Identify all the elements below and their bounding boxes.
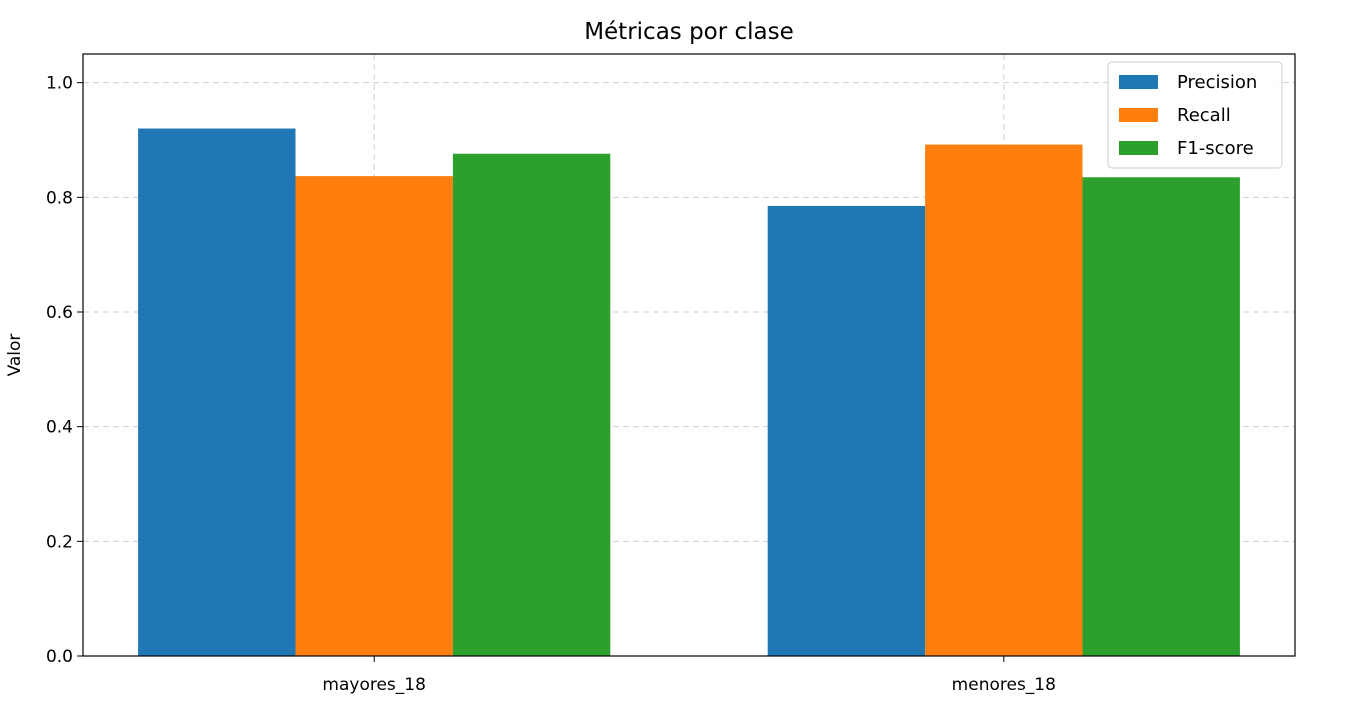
y-tick-label: 0.2	[46, 532, 73, 552]
bar-recall-menores_18	[925, 144, 1083, 656]
bar-precision-mayores_18	[138, 128, 296, 657]
y-tick-label: 0.6	[46, 303, 73, 323]
bars	[138, 128, 1240, 657]
plot-frame	[82, 53, 1296, 657]
bar-recall-mayores_18	[295, 176, 453, 656]
legend-swatch	[1119, 108, 1158, 122]
x-tick-label: menores_18	[952, 675, 1056, 695]
y-tick-label: 1.0	[46, 74, 73, 94]
y-axis-label: Valor	[5, 334, 25, 377]
bar-f1-score-menores_18	[1082, 177, 1240, 656]
x-tick-label: mayores_18	[322, 675, 426, 695]
legend-swatch	[1119, 75, 1158, 89]
y-tick-label: 0.0	[46, 647, 73, 667]
legend-label: Precision	[1177, 72, 1257, 93]
bar-f1-score-mayores_18	[452, 153, 611, 656]
x-axis: mayores_18 menores_18	[322, 656, 1056, 695]
chart-title: Métricas por clase	[584, 19, 794, 45]
legend: Precision Recall F1-score	[1107, 61, 1283, 169]
legend-swatch	[1119, 141, 1158, 155]
y-tick-label: 0.4	[46, 418, 73, 438]
legend-label: F1-score	[1177, 138, 1254, 159]
y-tick-label: 0.8	[46, 188, 73, 208]
y-axis: 0.0 0.2 0.4 0.6 0.8 1.0	[46, 74, 83, 667]
bar-precision-menores_18	[767, 205, 926, 656]
legend-label: Recall	[1177, 105, 1231, 126]
